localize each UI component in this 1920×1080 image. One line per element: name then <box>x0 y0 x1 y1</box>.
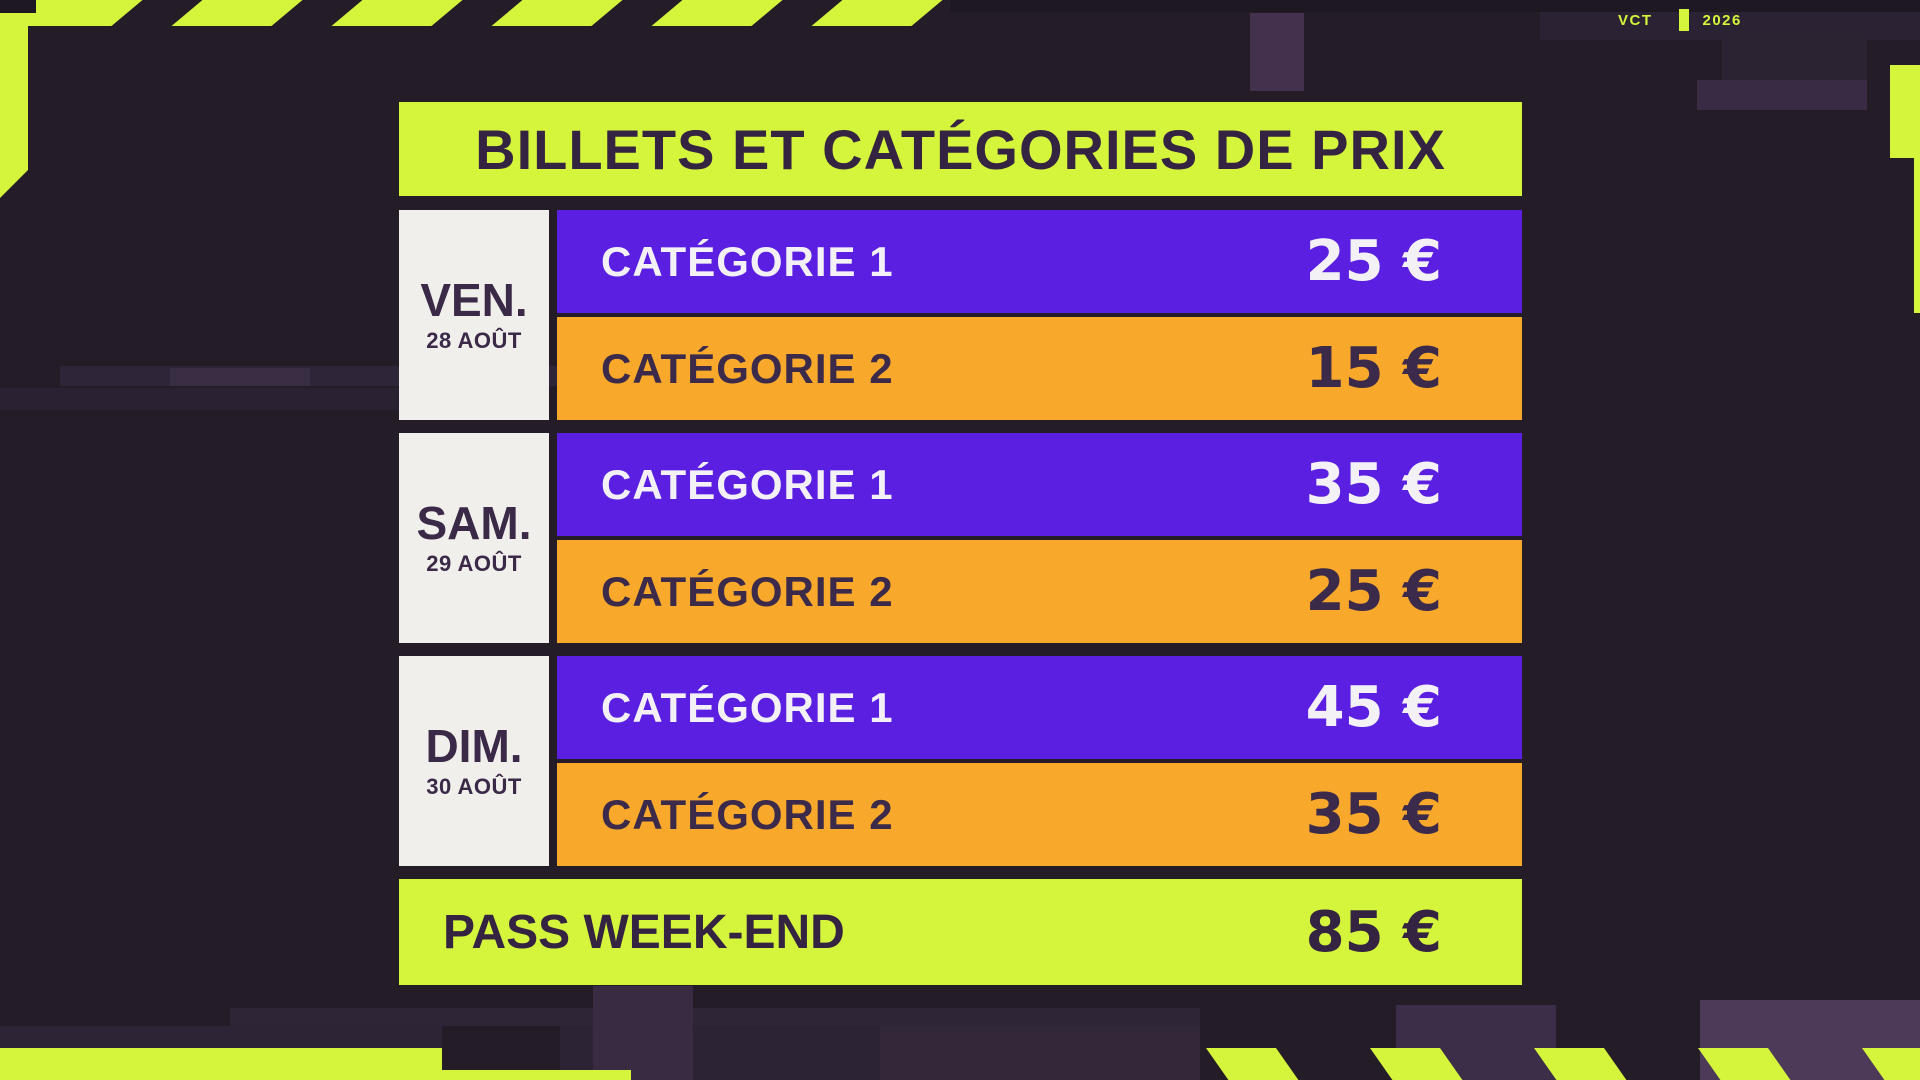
price-row-sunday-cat1: CATÉGORIE 1 45 € <box>557 656 1522 759</box>
edge-accent-right <box>1890 65 1920 158</box>
day-label: DIM. <box>425 719 523 772</box>
row-price: 35 € <box>1305 452 1442 517</box>
price-row-saturday-cat1: CATÉGORIE 1 35 € <box>557 433 1522 536</box>
glitch-rect <box>0 388 410 410</box>
hazard-stripe <box>266 0 368 26</box>
day-label: SAM. <box>416 496 532 549</box>
header-banner: BILLETS ET CATÉGORIES DE PRIX <box>399 102 1522 196</box>
row-price: 25 € <box>1305 559 1442 624</box>
hazard-stripe <box>1206 1048 1299 1080</box>
page-title: BILLETS ET CATÉGORIES DE PRIX <box>475 117 1446 181</box>
day-panel-sunday: DIM. 30 AOÛT <box>399 656 549 866</box>
weekend-pass-label: PASS WEEK-END <box>443 905 845 959</box>
row-price: 15 € <box>1305 336 1442 401</box>
glitch-rect <box>593 986 693 1080</box>
hazard-stripes-top <box>0 0 950 26</box>
bottom-left-accent <box>0 1048 442 1080</box>
vct-lockup: VCT 2026 <box>1618 8 1742 32</box>
day-panel-friday: VEN. 28 AOÛT <box>399 210 549 420</box>
vct-divider-bar <box>1678 9 1689 31</box>
day-date: 30 AOÛT <box>426 773 522 799</box>
row-price: 35 € <box>1305 782 1442 847</box>
bottom-left-accent-step <box>441 1070 631 1080</box>
hazard-stripe <box>906 0 950 26</box>
row-label: CATÉGORIE 2 <box>601 344 894 392</box>
glitch-rect <box>1697 80 1867 110</box>
glitch-rect <box>1722 30 1867 82</box>
day-panel-saturday: SAM. 29 AOÛT <box>399 433 549 643</box>
hazard-stripe <box>1370 1048 1463 1080</box>
row-price: 45 € <box>1305 675 1442 740</box>
day-label: VEN. <box>420 273 528 326</box>
hazard-stripes-bottom <box>1200 1048 1920 1080</box>
row-label: CATÉGORIE 2 <box>601 567 894 615</box>
glitch-rect <box>0 1026 442 1048</box>
hazard-stripe <box>426 0 528 26</box>
row-label: CATÉGORIE 1 <box>601 237 894 285</box>
year-label: 2026 <box>1702 11 1742 29</box>
price-row-friday-cat2: CATÉGORIE 2 15 € <box>557 317 1522 420</box>
hazard-stripe <box>746 0 848 26</box>
row-price: 25 € <box>1305 229 1442 294</box>
price-row-sunday-cat2: CATÉGORIE 2 35 € <box>557 763 1522 866</box>
hazard-stripe <box>1698 1048 1791 1080</box>
edge-accent-right-sliver <box>1914 158 1920 313</box>
row-label: CATÉGORIE 1 <box>601 460 894 508</box>
corner-notch <box>0 0 36 13</box>
row-label: CATÉGORIE 1 <box>601 683 894 731</box>
glitch-rect <box>170 368 310 386</box>
day-date: 29 AOÛT <box>426 550 522 576</box>
row-label: CATÉGORIE 2 <box>601 790 894 838</box>
hazard-stripe <box>586 0 688 26</box>
hazard-stripe <box>1534 1048 1627 1080</box>
weekend-pass-banner: PASS WEEK-END 85 € <box>399 879 1522 985</box>
glitch-rect <box>880 1026 1200 1080</box>
glitch-rect <box>230 1008 1200 1026</box>
price-row-saturday-cat2: CATÉGORIE 2 25 € <box>557 540 1522 643</box>
glitch-rect <box>1250 13 1304 91</box>
hazard-stripe <box>1862 1048 1920 1080</box>
price-row-friday-cat1: CATÉGORIE 1 25 € <box>557 210 1522 313</box>
day-date: 28 AOÛT <box>426 327 522 353</box>
hazard-stripe <box>106 0 208 26</box>
corner-accent-left <box>0 0 28 198</box>
weekend-pass-price: 85 € <box>1305 899 1442 965</box>
vct-logo-text: VCT <box>1618 11 1653 29</box>
